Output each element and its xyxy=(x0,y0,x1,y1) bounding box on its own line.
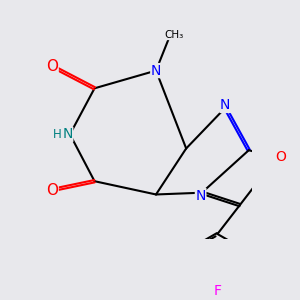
Text: O: O xyxy=(46,59,58,74)
Text: N: N xyxy=(195,188,206,203)
Text: F: F xyxy=(214,284,221,298)
Text: O: O xyxy=(275,150,286,164)
Text: N: N xyxy=(62,127,73,141)
Text: O: O xyxy=(46,182,58,197)
Text: H: H xyxy=(52,128,61,141)
Text: N: N xyxy=(220,98,230,112)
Text: N: N xyxy=(151,64,161,78)
Text: CH₃: CH₃ xyxy=(164,30,184,40)
